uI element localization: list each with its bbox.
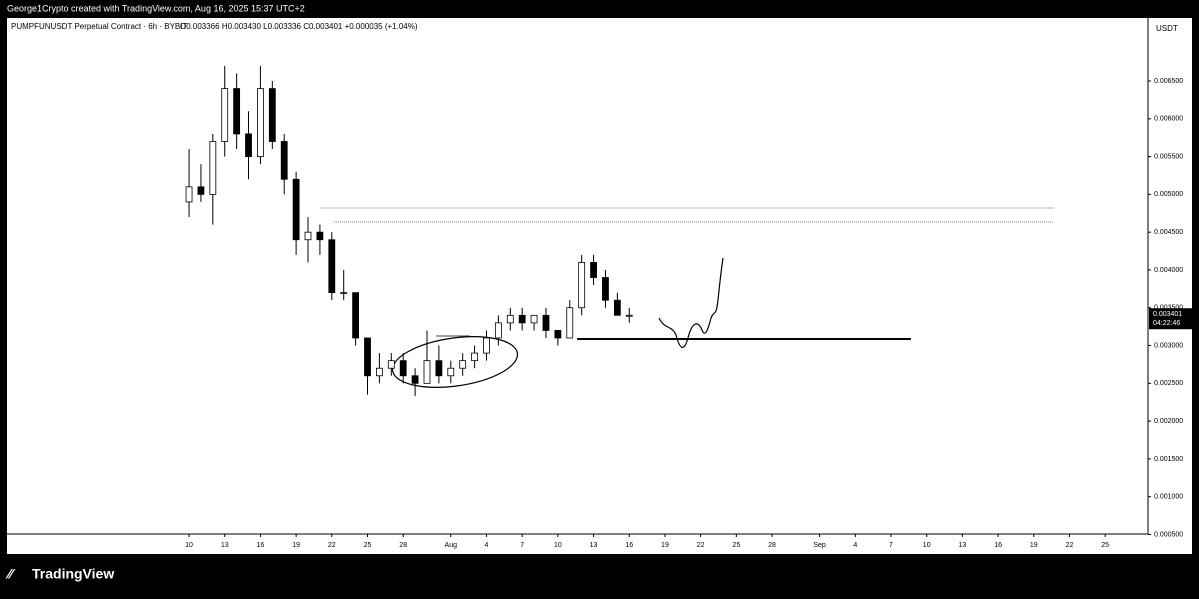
candle-body — [280, 141, 288, 180]
circle-drawing — [391, 336, 519, 388]
x-tick-label: 16 — [994, 542, 1002, 549]
candle-body — [447, 367, 455, 377]
x-tick-label: 19 — [292, 542, 300, 549]
candle-body — [554, 330, 562, 339]
credit: George1Crypto created with TradingView.c… — [7, 3, 305, 13]
candle-body — [292, 178, 300, 241]
candle-body — [566, 307, 574, 339]
candle-body — [257, 88, 264, 158]
y-tick-label: 0.003000 — [1154, 342, 1183, 349]
candle-body — [435, 360, 443, 377]
candle-body — [352, 292, 360, 339]
x-tick-label: 7 — [889, 542, 893, 549]
projection-drawing — [658, 257, 724, 348]
y-tick-label: 0.002000 — [1154, 418, 1183, 425]
candle-body — [542, 314, 550, 331]
x-tick-label: 13 — [590, 542, 598, 549]
candle-body — [304, 231, 312, 241]
x-tick-label: 25 — [732, 542, 740, 549]
y-tick-label: 0.005500 — [1154, 153, 1183, 160]
candle-body — [494, 322, 502, 339]
y-tick-label: 0.006500 — [1154, 78, 1183, 85]
x-tick-label: 13 — [958, 542, 966, 549]
candle-body — [387, 360, 395, 369]
candle-body — [590, 262, 597, 278]
candle-body — [316, 231, 324, 241]
candle-body — [245, 133, 252, 158]
x-tick-label: 25 — [1101, 542, 1109, 549]
candle-body — [518, 314, 526, 324]
last-price: 0.003401 — [1153, 311, 1182, 318]
candle-body — [459, 360, 467, 369]
x-tick-label: 10 — [554, 542, 562, 549]
candle-body — [506, 314, 514, 324]
candle-body — [185, 186, 193, 203]
candle-body — [602, 277, 609, 301]
x-tick-label: Aug — [445, 542, 458, 549]
candle-body — [411, 375, 419, 384]
symbol-title: PUMPFUNUSDT Perpetual Contract · 6h · BY… — [11, 22, 187, 31]
logo: ⁄⁄ — [5, 566, 15, 582]
countdown: 04:22:46 — [1153, 320, 1180, 327]
candle-body — [578, 262, 586, 309]
y-tick-label: 0.004500 — [1154, 229, 1183, 236]
candle-body — [340, 292, 348, 295]
y-tick-label: 0.004000 — [1154, 267, 1183, 274]
x-tick-label: 19 — [661, 542, 669, 549]
candle-body — [471, 352, 478, 362]
candle-body — [376, 367, 383, 377]
x-tick-label: 10 — [923, 542, 931, 549]
ohlc-legend: O0.003366 H0.003430 L0.003336 C0.003401 … — [180, 22, 418, 31]
x-tick-label: 25 — [364, 542, 372, 549]
candle-body — [268, 88, 276, 142]
last-price-box — [1149, 308, 1192, 330]
x-tick-label: 22 — [1066, 542, 1074, 549]
y-tick-label: 0.003500 — [1154, 305, 1183, 312]
x-tick-label: 19 — [1030, 542, 1038, 549]
candle-body — [364, 337, 371, 377]
candle-body — [233, 88, 241, 135]
logo-text: TradingView — [32, 566, 114, 582]
y-tick-label: 0.001000 — [1154, 494, 1183, 501]
y-tick-label: 0.002500 — [1154, 380, 1183, 387]
x-tick-label: Sep — [813, 542, 826, 549]
y-tick-label: 0.006000 — [1154, 116, 1183, 123]
x-tick-label: 4 — [853, 542, 857, 549]
x-tick-label: 10 — [185, 542, 193, 549]
chart-pane — [7, 18, 1192, 554]
y-tick-label: 0.000500 — [1154, 531, 1183, 538]
x-tick-label: 28 — [399, 542, 407, 549]
y-tick-label: 0.001500 — [1154, 456, 1183, 463]
x-tick-label: 16 — [625, 542, 633, 549]
candle-body — [399, 360, 407, 377]
candle-body — [328, 239, 336, 294]
candle-body — [423, 360, 431, 384]
x-tick-label: 28 — [768, 542, 776, 549]
candle-body — [209, 141, 217, 195]
x-tick-label: 7 — [520, 542, 524, 549]
candle-body — [625, 314, 633, 317]
x-tick-label: 16 — [257, 542, 265, 549]
currency: USDT — [1156, 24, 1178, 33]
x-tick-label: 22 — [697, 542, 705, 549]
candle-body — [613, 299, 621, 316]
x-tick-label: 4 — [485, 542, 489, 549]
candle-body — [197, 186, 205, 195]
candle-body — [221, 88, 229, 142]
candle-body — [530, 314, 538, 324]
candle-body — [483, 337, 490, 354]
x-tick-label: 13 — [221, 542, 229, 549]
y-tick-label: 0.005000 — [1154, 191, 1183, 198]
x-tick-label: 22 — [328, 542, 336, 549]
